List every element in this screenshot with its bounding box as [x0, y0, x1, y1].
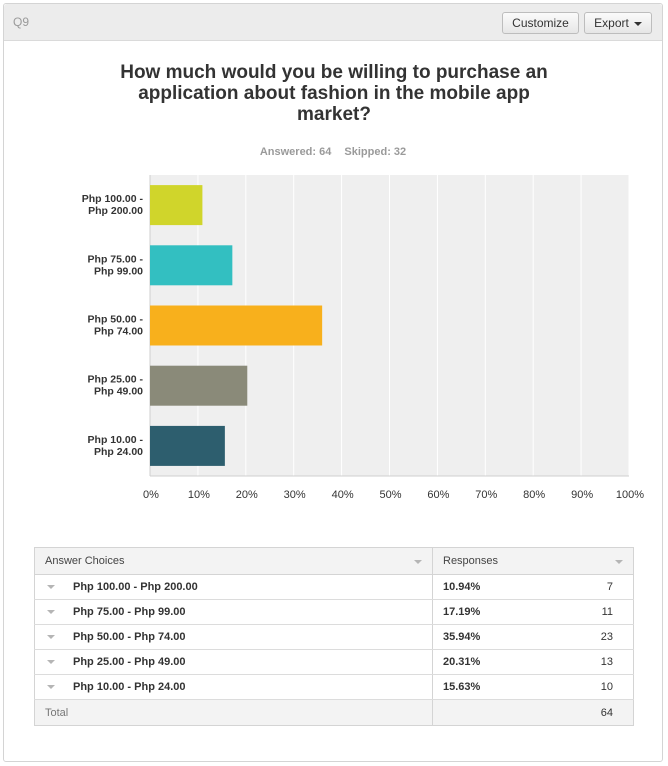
choice-cell: Php 100.00 - Php 200.00 [34, 574, 433, 600]
category-label: Php 75.00 - [88, 253, 144, 265]
response-cell: 15.63% 10 [432, 674, 634, 700]
category-label: Php 99.00 [94, 265, 143, 277]
table-row: Php 25.00 - Php 49.00 20.31% 13 [34, 649, 634, 675]
expand-icon[interactable] [47, 585, 55, 590]
question-panel: Q9 Customize Export How much would you b… [3, 3, 663, 762]
skipped-count: Skipped: 32 [344, 146, 407, 158]
category-label: Php 100.00 - [82, 193, 144, 205]
category-label: Php 74.00 [94, 326, 143, 338]
x-tick-label: 30% [284, 489, 306, 501]
bar [150, 185, 203, 226]
category-label: Php 25.00 - [88, 374, 144, 386]
category-label: Php 50.00 - [88, 314, 144, 326]
responses-table: Answer Choices Responses Php 100.00 - Ph… [34, 547, 634, 726]
table-row: Php 75.00 - Php 99.00 17.19% 11 [34, 599, 634, 625]
x-tick-label: 80% [523, 489, 545, 501]
table-row: Php 10.00 - Php 24.00 15.63% 10 [34, 674, 634, 700]
category-label: Php 200.00 [88, 205, 143, 217]
response-stats: Answered: 64 Skipped: 32 [4, 146, 662, 158]
x-tick-label: 40% [332, 489, 354, 501]
x-tick-label: 70% [475, 489, 497, 501]
x-tick-label: 20% [236, 489, 258, 501]
table-row: Php 100.00 - Php 200.00 10.94% 7 [34, 574, 634, 600]
expand-icon[interactable] [47, 685, 55, 690]
table-row: Php 50.00 - Php 74.00 35.94% 23 [34, 624, 634, 650]
choice-cell: Php 50.00 - Php 74.00 [34, 624, 433, 650]
x-tick-label: 90% [571, 489, 593, 501]
response-cell: 10.94% 7 [432, 574, 634, 600]
customize-button[interactable]: Customize [502, 12, 579, 34]
sort-icon [615, 560, 623, 564]
x-tick-label: 100% [616, 489, 644, 501]
choice-cell: Php 10.00 - Php 24.00 [34, 674, 433, 700]
question-header: Q9 Customize Export [4, 4, 662, 41]
table-header-row: Answer Choices Responses [34, 547, 634, 575]
choice-cell: Php 25.00 - Php 49.00 [34, 649, 433, 675]
response-cell: 35.94% 23 [432, 624, 634, 650]
category-label: Php 49.00 [94, 386, 143, 398]
answer-choices-header[interactable]: Answer Choices [34, 547, 433, 575]
category-label: Php 10.00 - [88, 434, 144, 446]
bar [150, 365, 248, 406]
x-tick-label: 60% [427, 489, 449, 501]
total-count: 64 [600, 706, 613, 719]
sort-icon [414, 560, 422, 564]
x-tick-label: 10% [188, 489, 210, 501]
total-label: Total [34, 699, 433, 726]
x-tick-label: 50% [379, 489, 401, 501]
bar [150, 245, 233, 286]
x-tick-label: 0% [143, 489, 159, 501]
bar [150, 305, 323, 346]
responses-header[interactable]: Responses [432, 547, 634, 575]
chevron-down-icon [633, 21, 642, 26]
question-number: Q9 [13, 15, 30, 29]
category-label: Php 24.00 [94, 446, 143, 458]
export-button[interactable]: Export [584, 12, 652, 34]
export-label: Export [594, 16, 629, 30]
expand-icon[interactable] [47, 660, 55, 665]
expand-icon[interactable] [47, 635, 55, 640]
response-cell: 17.19% 11 [432, 599, 634, 625]
bar [150, 425, 225, 466]
response-cell: 20.31% 13 [432, 649, 634, 675]
bar-chart: 0% 10% 20% 30% 40% 50% 60% 70% 80% 90% 100% Php 100… [82, 175, 644, 501]
choice-cell: Php 75.00 - Php 99.00 [34, 599, 433, 625]
total-count-cell: 64 [432, 699, 634, 726]
expand-icon[interactable] [47, 610, 55, 615]
answered-count: Answered: 64 [259, 146, 332, 158]
total-row: Total 64 [34, 699, 634, 726]
question-title: How much would you be willing to purchas… [120, 62, 548, 125]
